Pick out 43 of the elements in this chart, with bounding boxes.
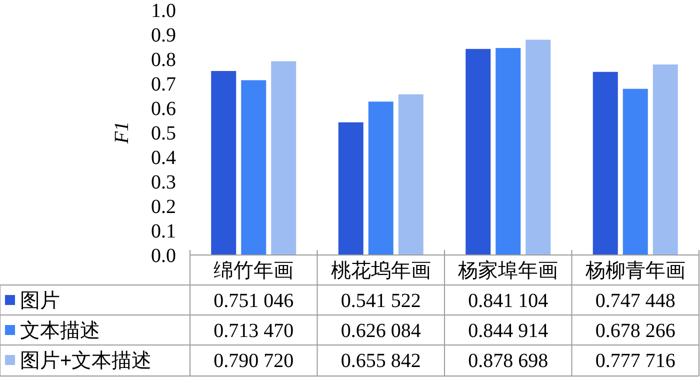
y-tick-label: 0.5 [151,122,176,144]
y-tick-label: 0.0 [151,245,176,267]
y-tick-label: 0.8 [151,49,176,71]
bar [592,72,618,255]
y-tick-label: 1.0 [151,0,176,22]
legend-label: 文本描述 [20,320,100,342]
data-label: 0.541 522 [340,290,421,312]
y-axis-title: F1 [111,121,133,145]
bar [211,70,236,255]
bar [338,122,364,255]
data-label: 0.790 720 [214,350,294,372]
y-tick-label: 0.4 [151,147,176,169]
data-label: 0.844 914 [468,320,548,342]
y-tick-label: 0.3 [151,172,176,194]
data-label: 0.878 698 [468,350,548,372]
data-label: 0.751 046 [214,290,294,312]
bar [398,94,424,255]
y-tick-label: 0.1 [151,220,176,242]
data-label: 0.747 448 [595,290,676,312]
y-tick-label: 0.9 [151,24,176,46]
legend-label: 图片+文本描述 [20,350,152,372]
y-tick-label: 0.7 [151,74,176,96]
y-tick-label: 0.6 [151,98,176,120]
bar [271,61,296,255]
data-label: 0.626 084 [340,320,421,342]
bar [622,88,648,255]
data-label: 0.655 842 [340,350,421,372]
data-label: 0.777 716 [595,350,676,372]
bar [496,48,521,255]
data-label: 0.841 104 [468,290,548,312]
x-tick-label: 绵竹年画 [214,260,294,282]
bar [466,48,491,255]
data-label: 0.713 470 [214,320,294,342]
x-tick-label: 杨柳青年画 [584,260,686,282]
bar [526,40,551,255]
x-tick-label: 杨家埠年画 [457,260,558,282]
legend-label: 图片 [20,290,60,312]
x-tick-label: 桃花坞年画 [330,260,431,282]
bar [368,102,394,255]
y-tick-label: 0.2 [151,196,176,218]
bar [241,80,266,255]
bar [652,64,678,255]
data-label: 0.678 266 [595,320,676,342]
